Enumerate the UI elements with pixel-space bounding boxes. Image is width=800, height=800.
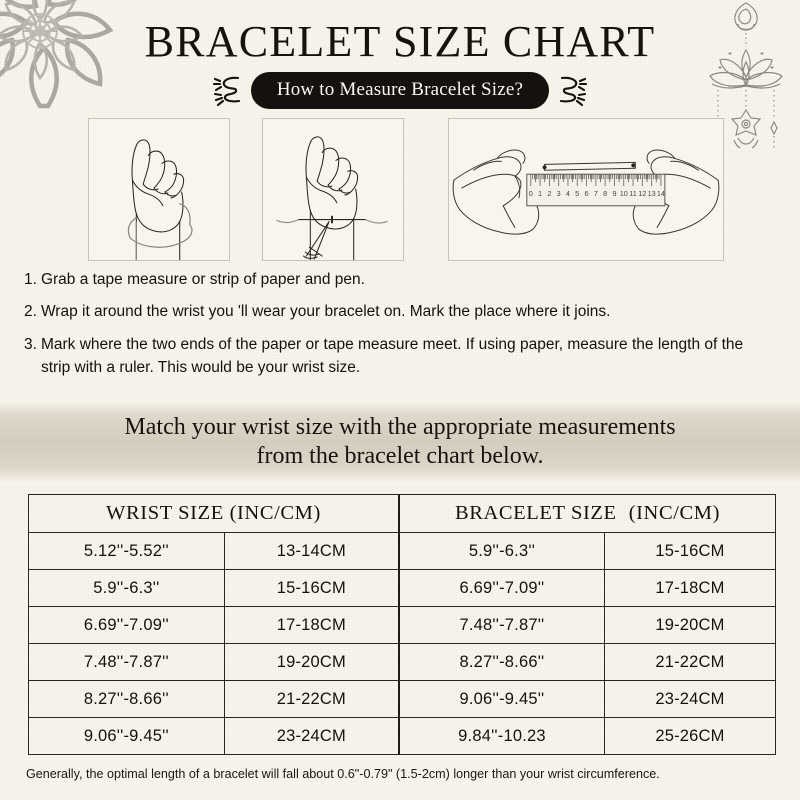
table-header-row: WRIST SIZE (INC/CM) BRACELET SIZE (INC/CM…: [28, 494, 776, 533]
table-row: 9.06''-9.45'' 23-24CM 9.84''-10.23 25-26CM: [28, 717, 777, 755]
step-number: 2.: [24, 303, 37, 321]
ruler-tick-label: 7: [594, 189, 598, 198]
list-item: 3. Mark where the two ends of the paper …: [24, 333, 776, 380]
list-item: 2. Wrap it around the wrist you 'll wear…: [24, 300, 776, 323]
ruler-tick-label: 6: [585, 189, 589, 198]
table-cell: 5.9''-6.3'': [28, 569, 225, 607]
column-header-bracelet-size-main: BRACELET SIZE: [454, 502, 617, 524]
table-cell: 5.9''-6.3'': [397, 532, 605, 570]
table-cell: 9.84''-10.23: [397, 717, 605, 755]
table-cell: 8.27''-8.66'': [28, 680, 225, 718]
size-chart-table: WRIST SIZE (INC/CM) BRACELET SIZE (INC/CM…: [28, 494, 777, 755]
ruler-tick-label: 4: [566, 189, 570, 198]
lotus-moon-ornament: [709, 2, 783, 149]
table-cell: 15-16CM: [223, 569, 400, 607]
table-cell: 7.48''-7.87'': [397, 606, 605, 644]
ruler-tick-label: 9: [612, 189, 616, 198]
table-row: 8.27''-8.66'' 21-22CM 9.06''-9.45'' 23-24CM: [28, 680, 777, 718]
illustration-hands-measuring-strip-with-ruler: 0 1 2 3 4 5 6 7 8 9 10 11 12 13 14: [448, 118, 724, 261]
ruler-tick-label: 10: [620, 189, 628, 198]
table-row: 6.69''-7.09'' 17-18CM 7.48''-7.87'' 19-20CM: [28, 606, 777, 644]
illustration-hand-with-pen-marking-tape: [262, 118, 404, 261]
subtitle-row: How to Measure Bracelet Size?: [0, 72, 800, 109]
table-row: 7.48''-7.87'' 19-20CM 8.27''-8.66'' 21-22CM: [28, 643, 777, 681]
mandala-ornament: [0, 0, 114, 109]
step-text: Mark where the two ends of the paper or …: [40, 335, 744, 376]
column-header-wrist-size: WRIST SIZE (INC/CM): [28, 494, 400, 533]
ruler-tick-label: 1: [538, 189, 542, 198]
table-cell: 23-24CM: [223, 717, 400, 755]
ruler-tick-label: 13: [648, 189, 656, 198]
list-item: 1. Grab a tape measure or strip of paper…: [24, 268, 776, 291]
ruler-tick-label: 11: [629, 189, 637, 198]
table-cell: 9.06''-9.45'': [397, 680, 605, 718]
table-cell: 21-22CM: [223, 680, 400, 718]
table-cell: 6.69''-7.09'': [28, 606, 225, 644]
illustration-hand-with-tape-measure: [88, 118, 230, 261]
table-cell: 15-16CM: [603, 532, 777, 570]
column-header-bracelet-size: BRACELET SIZE (INC/CM): [398, 494, 776, 533]
ruler-tick-label: 2: [547, 189, 551, 198]
ruler-tick-label: 5: [575, 189, 579, 198]
ruler-tick-label: 0: [529, 189, 533, 198]
table-cell: 17-18CM: [223, 606, 400, 644]
table-cell: 21-22CM: [603, 643, 777, 681]
step-text: Grab a tape measure or strip of paper an…: [40, 271, 365, 288]
table-cell: 23-24CM: [603, 680, 777, 718]
banner-line-1: Match your wrist size with the appropria…: [124, 414, 676, 441]
instruction-steps: 1. Grab a tape measure or strip of paper…: [24, 268, 776, 388]
ruler-tick-label: 14: [657, 189, 665, 198]
table-row: 5.12''-5.52'' 13-14CM 5.9''-6.3'' 15-16CM: [28, 532, 777, 570]
table-cell: 8.27''-8.66'': [397, 643, 605, 681]
banner-line-2: from the bracelet chart below.: [256, 443, 544, 469]
table-cell: 25-26CM: [603, 717, 777, 755]
size-chart-table-wrapper: WRIST SIZE (INC/CM) BRACELET SIZE (INC/CM…: [28, 494, 777, 755]
table-cell: 17-18CM: [603, 569, 777, 607]
table-cell: 19-20CM: [223, 643, 400, 681]
ruler-tick-label: 3: [557, 189, 561, 198]
page-title: BRACELET SIZE CHART: [144, 17, 656, 66]
table-row: 5.9''-6.3'' 15-16CM 6.69''-7.09'' 17-18CM: [28, 569, 777, 607]
flourish-ornament-left: [212, 76, 240, 106]
match-size-banner: Match your wrist size with the appropria…: [0, 403, 800, 481]
subtitle-pill: How to Measure Bracelet Size?: [250, 72, 550, 109]
table-cell: 6.69''-7.09'': [397, 569, 605, 607]
ruler-tick-label: 8: [603, 189, 607, 198]
step-number: 1.: [24, 271, 37, 288]
flourish-ornament-right: [560, 76, 588, 106]
table-cell: 19-20CM: [603, 606, 777, 644]
table-body: 5.12''-5.52'' 13-14CM 5.9''-6.3'' 15-16CM 5.…: [28, 532, 777, 755]
column-header-bracelet-size-unit: (INC/CM): [628, 502, 721, 524]
ruler-tick-label: 12: [638, 189, 646, 198]
table-cell: 13-14CM: [223, 532, 400, 570]
table-cell: 7.48''-7.87'': [28, 643, 225, 681]
step-number: 3.: [24, 335, 37, 353]
step-text: Wrap it around the wrist you 'll wear yo…: [40, 303, 611, 321]
table-cell: 5.12''-5.52'': [28, 532, 225, 570]
table-cell: 9.06''-9.45'': [28, 717, 225, 755]
footnote: Generally, the optimal length of a brace…: [26, 767, 660, 781]
